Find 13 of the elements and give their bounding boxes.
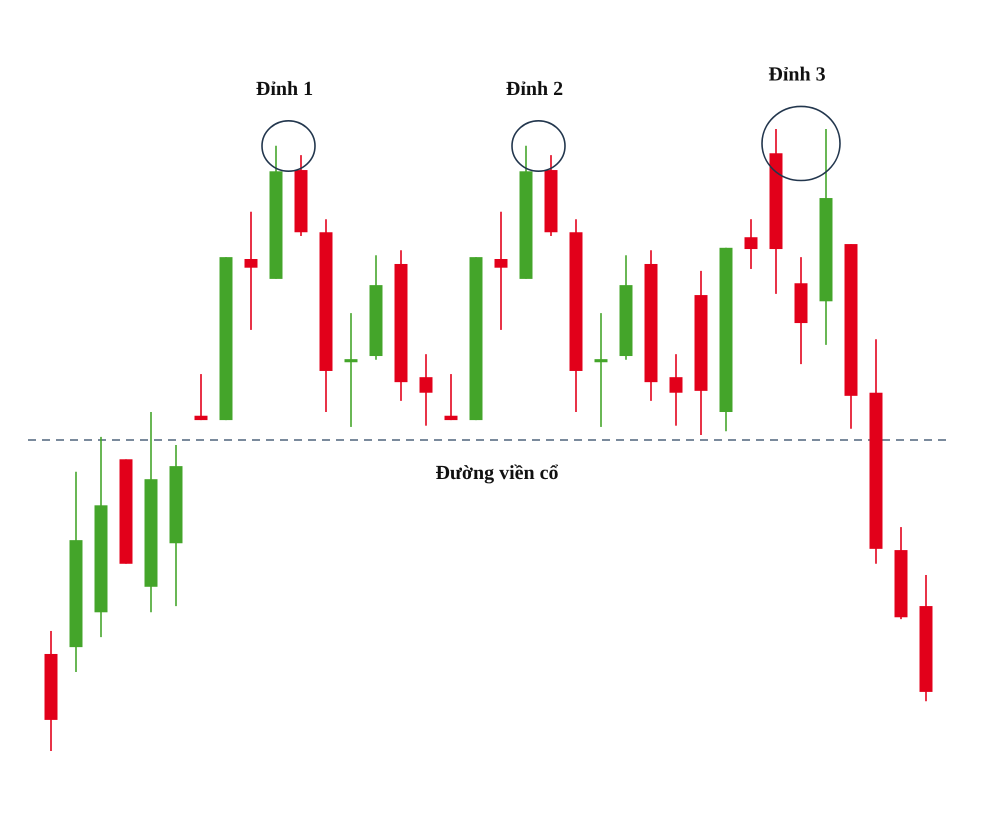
candlestick bbox=[494, 210, 508, 331]
text: Đỉnh 1 bbox=[256, 78, 314, 100]
candlestick bbox=[444, 373, 458, 421]
candlestick bbox=[244, 210, 258, 331]
candlestick bbox=[744, 218, 758, 270]
candlestick bbox=[194, 373, 208, 421]
candlestick bbox=[594, 312, 608, 428]
text: Đỉnh 3 bbox=[768, 63, 826, 86]
candlestick bbox=[344, 312, 358, 428]
candlestick bbox=[670, 353, 682, 426]
candlestick bbox=[420, 353, 432, 426]
text: Đỉnh 2 bbox=[506, 78, 564, 100]
ref-line-label: Đường viền cổ bbox=[435, 462, 559, 484]
